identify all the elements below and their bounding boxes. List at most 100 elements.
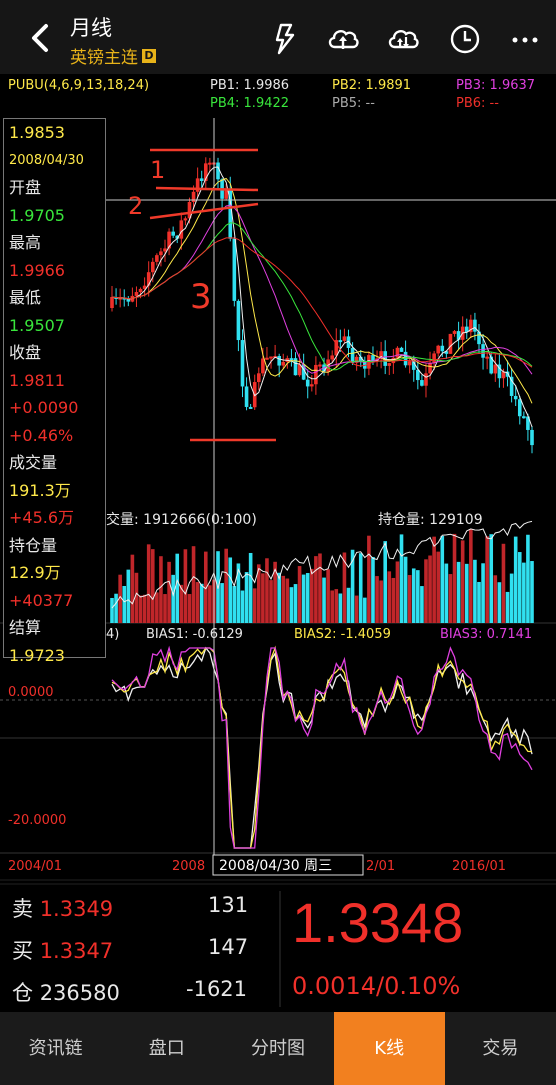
close-value: 1.9811 bbox=[9, 370, 65, 390]
candle-body bbox=[456, 331, 461, 340]
close-change-pct: +0.46% bbox=[9, 425, 74, 445]
volume-bar bbox=[240, 590, 245, 623]
candle-body bbox=[163, 248, 167, 252]
candle-body bbox=[318, 364, 322, 367]
pb2-value: PB2: 1.9891 bbox=[332, 78, 412, 93]
moving-average-lines bbox=[111, 166, 533, 428]
cloud-sync-icon[interactable] bbox=[386, 22, 420, 56]
annotation-1: 1 bbox=[150, 156, 165, 184]
candle-body bbox=[155, 255, 159, 262]
volume-bar bbox=[203, 551, 208, 623]
oi-value: 12.9万 bbox=[9, 563, 61, 582]
volume-bar bbox=[383, 541, 388, 623]
sell-row[interactable]: 卖 1.3349 bbox=[12, 893, 113, 923]
lightning-icon[interactable] bbox=[268, 22, 302, 56]
volume-bar bbox=[477, 581, 481, 623]
bias-lines bbox=[111, 645, 533, 849]
candle-body bbox=[142, 285, 147, 289]
candle-body bbox=[314, 364, 318, 385]
volume-bar bbox=[261, 573, 265, 623]
low-label: 最低 bbox=[9, 288, 42, 307]
volume-bar bbox=[150, 549, 155, 623]
candle-body bbox=[513, 395, 518, 400]
kline-chart[interactable]: 12 3 交量: 1912666(0:100) 持仓量: 129109 4) BI… bbox=[0, 118, 556, 883]
tab-news[interactable]: 资讯链 bbox=[28, 1038, 83, 1059]
pb4-value: PB4: 1.9422 bbox=[210, 96, 290, 111]
volume-bar bbox=[138, 595, 143, 623]
volume-bar bbox=[159, 556, 163, 623]
oi-label: 持仓量 bbox=[9, 535, 58, 555]
volume-bar bbox=[256, 564, 261, 623]
candle-body bbox=[281, 361, 286, 366]
page-title: 月线 bbox=[70, 16, 112, 40]
cloud-upload-icon[interactable] bbox=[326, 22, 360, 56]
candle-body bbox=[346, 336, 351, 348]
candle-body bbox=[477, 331, 481, 345]
buy-label: 买 bbox=[12, 939, 33, 963]
oi-row-change: -1621 bbox=[186, 977, 248, 1001]
candle-body bbox=[277, 356, 281, 366]
candle-body bbox=[379, 351, 383, 359]
candle-body bbox=[289, 358, 294, 361]
tab-kline[interactable]: K线 bbox=[333, 1012, 445, 1085]
last-price: 1.3348 bbox=[292, 891, 464, 954]
cursor-date: 2008/04/30 bbox=[9, 152, 84, 168]
clock-icon[interactable] bbox=[448, 22, 482, 56]
high-label: 最高 bbox=[9, 233, 42, 252]
candle-body bbox=[244, 386, 249, 407]
candle-body bbox=[301, 364, 306, 380]
candle-body bbox=[371, 355, 375, 362]
candle-body bbox=[175, 235, 180, 239]
tab-trade[interactable]: 交易 bbox=[482, 1038, 519, 1059]
candle-body bbox=[493, 364, 498, 374]
candle-body bbox=[517, 399, 522, 417]
oi-row-value: 236580 bbox=[39, 981, 120, 1005]
volume-bar bbox=[236, 563, 241, 623]
volume-bar bbox=[122, 586, 127, 623]
volume-bar bbox=[464, 563, 469, 623]
candle-body bbox=[297, 364, 302, 376]
pb3-value: PB3: 1.9637 bbox=[456, 78, 536, 93]
candle-body bbox=[342, 336, 347, 341]
candle-body bbox=[187, 201, 192, 219]
candle-body bbox=[363, 360, 367, 369]
more-icon[interactable] bbox=[508, 22, 542, 56]
volume-bar bbox=[273, 561, 277, 623]
tab-orderbook[interactable]: 盘口 bbox=[148, 1038, 185, 1059]
volume-bar bbox=[179, 584, 184, 623]
pubu-indicator-row: PUBU(4,6,9,13,18,24) PB1: 1.9986 PB2: 1.… bbox=[0, 74, 556, 118]
tab-intraday[interactable]: 分时图 bbox=[251, 1038, 305, 1059]
volume-bar bbox=[444, 563, 449, 623]
volume-bar bbox=[118, 574, 122, 623]
volume-bar bbox=[175, 553, 180, 623]
open-value: 1.9705 bbox=[9, 205, 65, 225]
volume-bar bbox=[314, 556, 318, 623]
open-label: 开盘 bbox=[9, 178, 42, 197]
settle-value: 1.9723 bbox=[9, 645, 65, 665]
volume-bar bbox=[220, 583, 224, 623]
volume-bar bbox=[208, 585, 212, 623]
volume-bar bbox=[358, 553, 363, 623]
candle-body bbox=[256, 373, 261, 383]
ma-line bbox=[111, 177, 533, 404]
back-arrow-icon[interactable] bbox=[24, 22, 56, 54]
candle-body bbox=[497, 364, 502, 379]
volume-bar bbox=[305, 573, 310, 623]
contract-name[interactable]: 英镑主连 D bbox=[70, 43, 156, 68]
volume-bar bbox=[485, 536, 489, 623]
buy-price: 1.3347 bbox=[39, 939, 114, 963]
buy-qty: 147 bbox=[208, 935, 249, 959]
volume-bar bbox=[481, 563, 485, 623]
volume-bar bbox=[399, 534, 404, 623]
volume-bar bbox=[460, 540, 465, 623]
oi-row-label: 仓 bbox=[12, 981, 33, 1005]
volume-bar bbox=[146, 544, 151, 623]
volume-bar bbox=[228, 557, 233, 623]
volume-bar bbox=[281, 575, 286, 623]
volume-bar bbox=[134, 572, 139, 623]
candle-body bbox=[330, 355, 334, 360]
candle-body bbox=[199, 178, 204, 181]
buy-row[interactable]: 买 1.3347 bbox=[12, 935, 113, 965]
contract-badge: D bbox=[142, 48, 156, 63]
oi-row: 仓 236580 bbox=[12, 977, 120, 1007]
